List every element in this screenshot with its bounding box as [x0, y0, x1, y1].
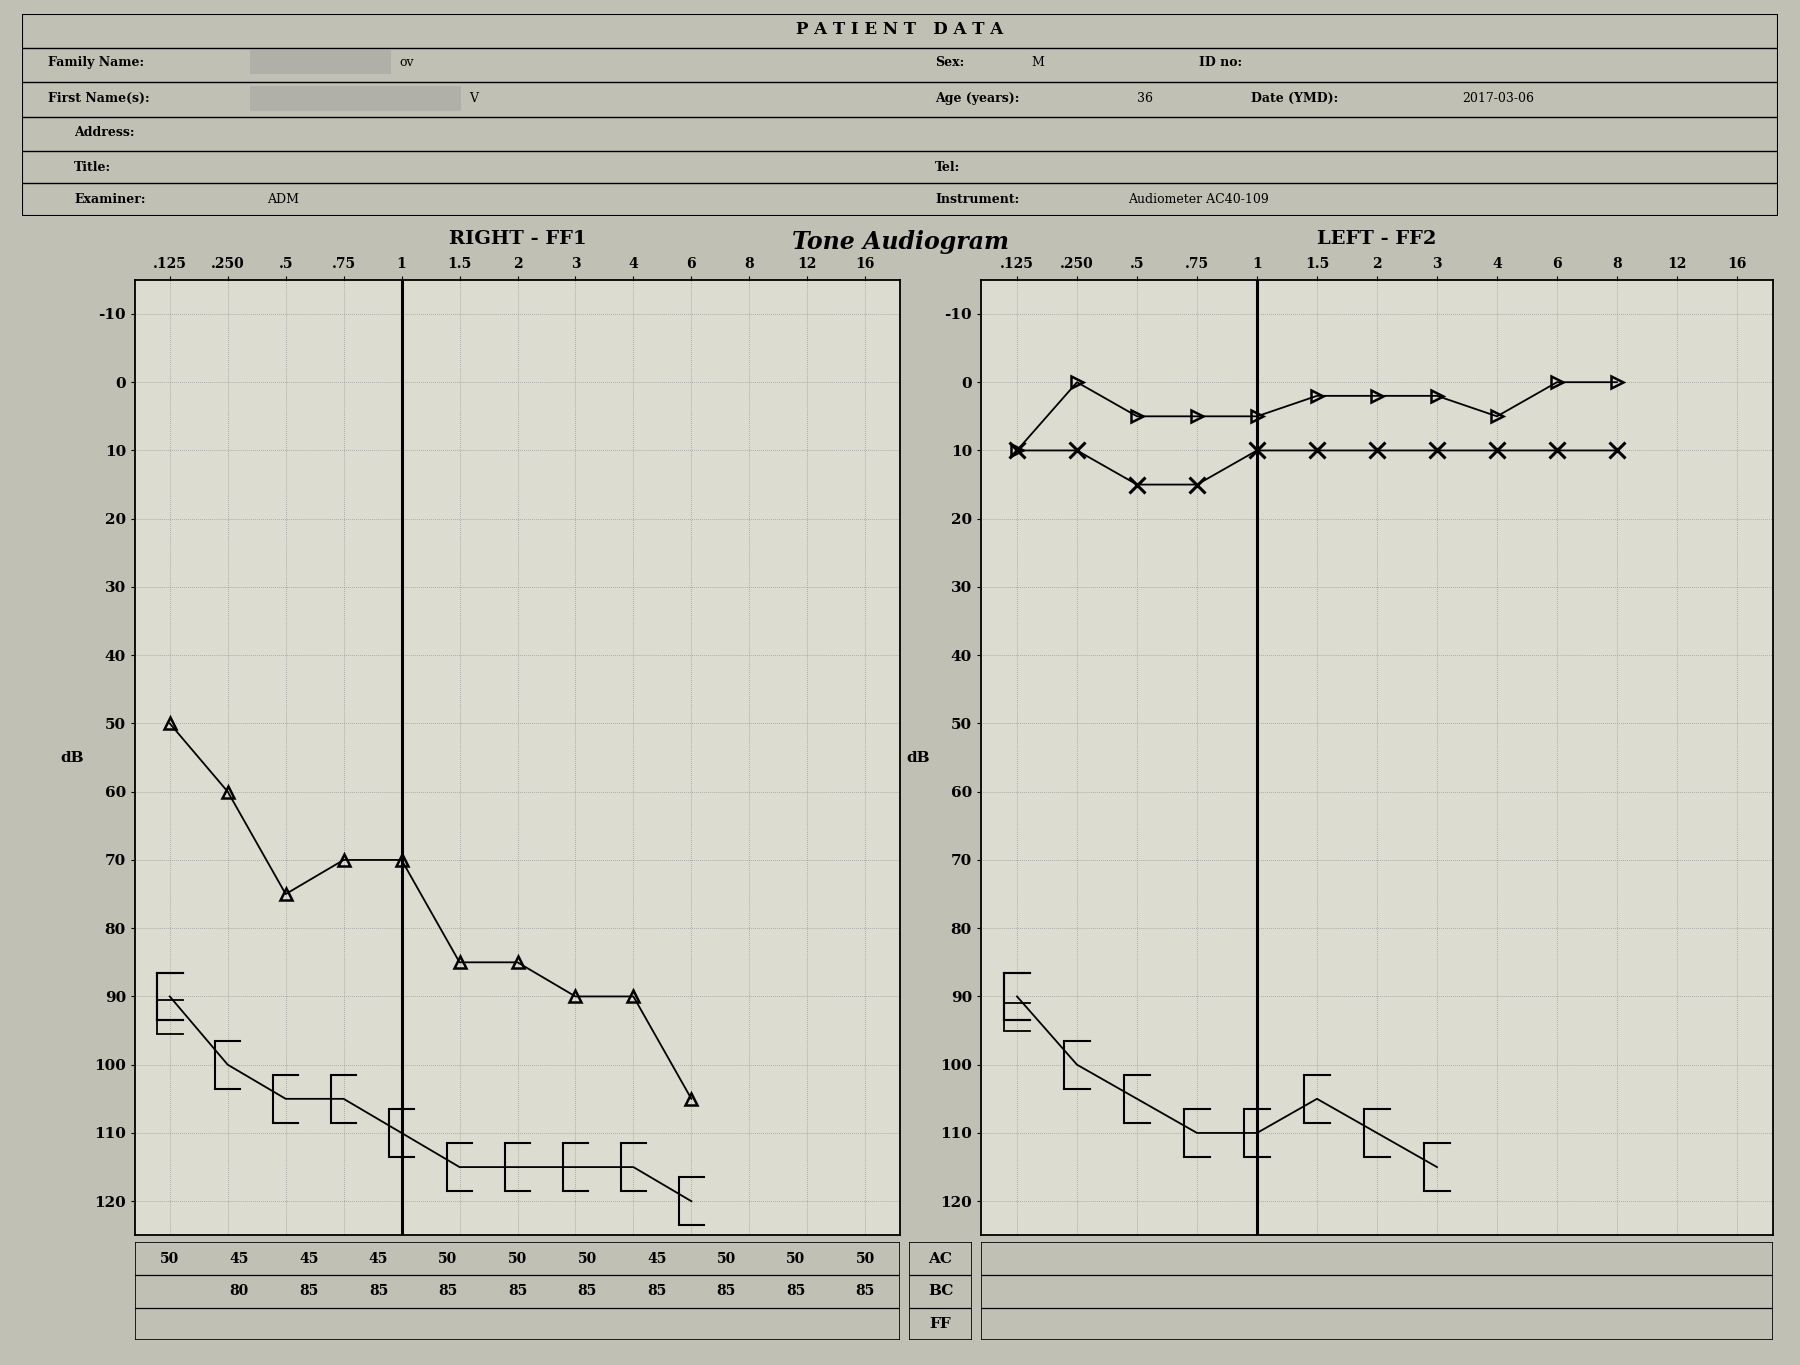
Text: Age (years):: Age (years):	[936, 91, 1019, 105]
Text: 85: 85	[646, 1284, 666, 1298]
Text: FF: FF	[929, 1317, 952, 1331]
Bar	[250, 86, 461, 111]
Y-axis label: dB: dB	[59, 751, 83, 764]
Text: First Name(s):: First Name(s):	[49, 91, 149, 105]
Text: 50: 50	[578, 1252, 596, 1265]
Text: 85: 85	[369, 1284, 389, 1298]
Text: 85: 85	[439, 1284, 457, 1298]
Text: M: M	[1031, 56, 1044, 68]
Text: 50: 50	[716, 1252, 736, 1265]
Text: AC: AC	[929, 1252, 952, 1265]
Text: 45: 45	[369, 1252, 389, 1265]
Bar	[250, 51, 391, 74]
Text: Family Name:: Family Name:	[49, 56, 144, 68]
Text: Date (YMD):: Date (YMD):	[1251, 91, 1339, 105]
Text: 2017-03-06: 2017-03-06	[1462, 91, 1534, 105]
Text: 45: 45	[230, 1252, 248, 1265]
Text: BC: BC	[927, 1284, 954, 1298]
Text: V: V	[470, 91, 479, 105]
Text: Tone Audiogram: Tone Audiogram	[792, 229, 1008, 254]
Text: ADM: ADM	[268, 192, 299, 206]
Text: 50: 50	[439, 1252, 457, 1265]
Text: 80: 80	[230, 1284, 248, 1298]
Text: 50: 50	[787, 1252, 805, 1265]
Text: 85: 85	[508, 1284, 527, 1298]
Title: LEFT - FF2: LEFT - FF2	[1318, 229, 1436, 247]
Y-axis label: dB: dB	[905, 751, 929, 764]
Text: Tel:: Tel:	[936, 161, 961, 173]
Text: 85: 85	[855, 1284, 875, 1298]
Text: 50: 50	[508, 1252, 527, 1265]
Text: ov: ov	[400, 56, 414, 68]
Text: Sex:: Sex:	[936, 56, 965, 68]
Text: P A T I E N T   D A T A: P A T I E N T D A T A	[796, 22, 1004, 38]
Text: Instrument:: Instrument:	[936, 192, 1019, 206]
Text: Title:: Title:	[74, 161, 112, 173]
Text: ID no:: ID no:	[1199, 56, 1242, 68]
Text: 45: 45	[299, 1252, 319, 1265]
Text: 85: 85	[716, 1284, 736, 1298]
Text: Examiner:: Examiner:	[74, 192, 146, 206]
Text: Address:: Address:	[74, 127, 135, 139]
Text: 50: 50	[160, 1252, 180, 1265]
Title: RIGHT - FF1: RIGHT - FF1	[448, 229, 587, 247]
Text: 85: 85	[787, 1284, 805, 1298]
Text: 45: 45	[646, 1252, 666, 1265]
Text: 85: 85	[299, 1284, 319, 1298]
Text: Audiometer AC40-109: Audiometer AC40-109	[1129, 192, 1269, 206]
Text: 50: 50	[855, 1252, 875, 1265]
Text: 36: 36	[1138, 91, 1154, 105]
Text: 85: 85	[578, 1284, 596, 1298]
